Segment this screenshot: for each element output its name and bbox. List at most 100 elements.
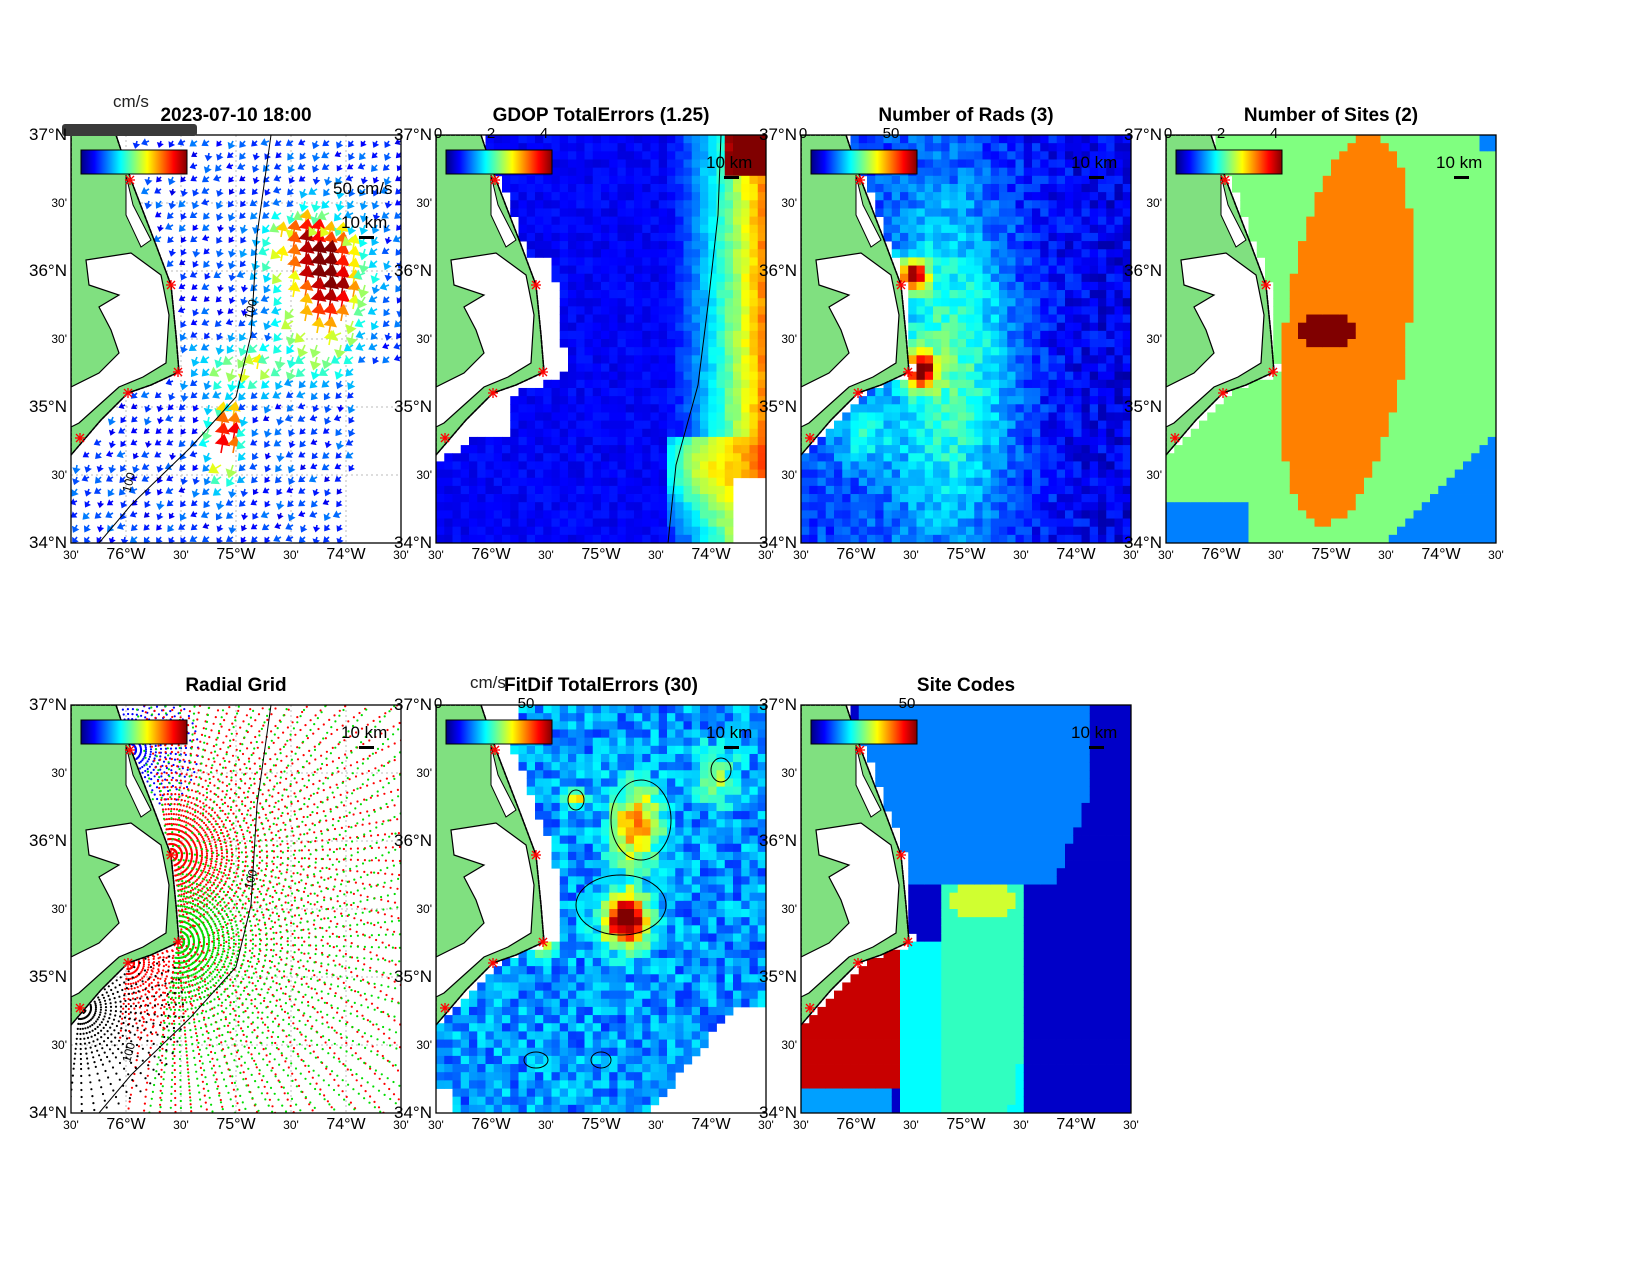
heatmap-cell <box>1306 339 1315 348</box>
heatmap-cell <box>933 281 942 291</box>
heatmap-cell <box>625 363 635 373</box>
current-vector <box>228 488 237 499</box>
site-marker-stroke <box>490 175 500 185</box>
heatmap-cell <box>444 502 453 511</box>
heatmap-cell <box>949 526 959 536</box>
heatmap-cell <box>617 265 627 275</box>
heatmap-cell <box>850 477 860 487</box>
heatmap-cell <box>1298 290 1307 299</box>
heatmap-cell <box>1306 428 1315 438</box>
current-vector <box>381 211 390 219</box>
heatmap-cell <box>1040 526 1049 536</box>
heatmap-cell <box>916 249 926 258</box>
heatmap-cell <box>1347 387 1357 397</box>
heatmap-cell <box>559 281 569 291</box>
heatmap-cell <box>1023 518 1033 528</box>
heatmap-cell <box>1339 494 1348 503</box>
current-vector <box>227 307 234 314</box>
current-vector <box>236 428 246 438</box>
heatmap-cell <box>1048 192 1058 201</box>
heatmap-cell <box>1122 518 1131 528</box>
heatmap-cell <box>601 518 610 528</box>
heatmap-cell <box>708 485 717 495</box>
heatmap-cell <box>867 469 876 479</box>
heatmap-cell <box>1023 355 1033 364</box>
heatmap-cell <box>757 404 766 413</box>
heatmap-cell <box>1114 404 1124 413</box>
heatmap-cell <box>1007 200 1016 209</box>
current-vector <box>260 510 270 519</box>
heatmap-cell <box>477 445 486 454</box>
heatmap-cell <box>834 420 843 430</box>
heatmap-cell <box>1256 200 1266 209</box>
heatmap-cell <box>1322 387 1332 397</box>
heatmap-cell <box>908 232 917 242</box>
heatmap-cell <box>1122 379 1131 389</box>
current-vector <box>192 308 200 317</box>
heatmap-cell <box>1166 461 1175 470</box>
heatmap-cell <box>617 461 627 470</box>
current-vector <box>189 211 198 219</box>
current-vector <box>226 151 234 159</box>
current-vector <box>72 476 80 486</box>
current-vector <box>345 451 354 459</box>
heatmap-cell <box>518 510 528 519</box>
heatmap-cell <box>658 436 668 446</box>
heatmap-cell <box>982 534 992 543</box>
heatmap-cell <box>1065 396 1074 405</box>
current-vector <box>334 475 342 482</box>
heatmap-cell <box>883 485 893 495</box>
heatmap-cell <box>1065 192 1074 201</box>
heatmap-cell <box>609 436 618 446</box>
current-vector <box>209 366 222 377</box>
heatmap-cell <box>1032 494 1041 503</box>
heatmap-cell <box>667 322 676 332</box>
current-vector <box>262 487 270 494</box>
heatmap-cell <box>634 355 643 364</box>
heatmap-cell <box>691 428 701 438</box>
heatmap-cell <box>908 494 917 503</box>
current-vector <box>347 380 356 391</box>
current-vector <box>82 512 90 520</box>
heatmap-cell <box>801 469 810 479</box>
heatmap-cell <box>1322 339 1332 348</box>
heatmap-cell <box>1223 526 1233 536</box>
heatmap-cell <box>1065 453 1074 462</box>
heatmap-cell <box>1306 257 1315 266</box>
heatmap-cell <box>1322 208 1332 217</box>
heatmap-cell <box>733 208 742 217</box>
current-vector <box>189 535 198 543</box>
heatmap-cell <box>658 387 668 397</box>
heatmap-cell <box>708 445 717 454</box>
heatmap-cell <box>1256 453 1266 462</box>
heatmap-cell <box>708 322 717 332</box>
heatmap-cell <box>1355 518 1365 528</box>
current-vector <box>227 380 238 393</box>
current-vector <box>273 174 282 182</box>
current-vector <box>177 138 186 146</box>
heatmap-cell <box>642 453 651 462</box>
heatmap-cell <box>485 494 495 503</box>
heatmap-cell <box>716 216 726 226</box>
heatmap-cell <box>708 306 717 315</box>
heatmap-cell <box>1089 306 1099 315</box>
heatmap-cell <box>1048 159 1058 169</box>
heatmap-cell <box>675 216 684 226</box>
heatmap-cell <box>642 420 651 430</box>
heatmap-cell <box>658 428 668 438</box>
heatmap-cell <box>584 192 594 201</box>
scale-bar-label: 10 km <box>1071 153 1118 172</box>
heatmap-cell <box>825 461 835 470</box>
heatmap-cell <box>982 445 992 454</box>
heatmap-cell <box>658 502 668 511</box>
heatmap-cell <box>1122 290 1131 299</box>
heatmap-cell <box>1166 510 1175 519</box>
heatmap-cell <box>1322 347 1332 356</box>
heatmap-cell <box>757 175 766 185</box>
heatmap-cell <box>982 412 992 421</box>
heatmap-cell <box>1081 330 1091 340</box>
heatmap-cell <box>1256 216 1266 226</box>
heatmap-cell <box>1015 534 1025 543</box>
heatmap-cell <box>568 167 577 177</box>
heatmap-cell <box>1322 175 1332 185</box>
